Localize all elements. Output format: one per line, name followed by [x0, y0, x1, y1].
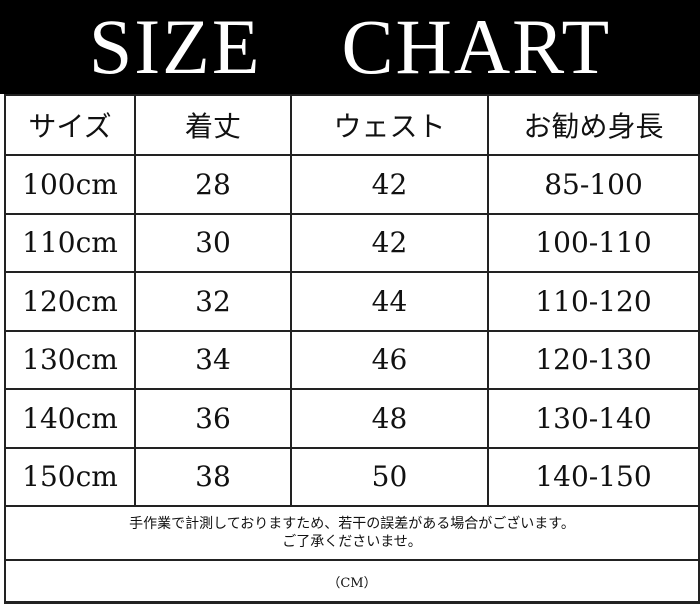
- cell-height: 130-140: [487, 388, 700, 449]
- cell-waist: 50: [290, 446, 489, 507]
- cell-waist: 48: [290, 388, 489, 449]
- cell-height: 100-110: [487, 212, 700, 273]
- cell-length: 30: [134, 212, 292, 273]
- cell-size: 130cm: [4, 329, 136, 390]
- cell-size: 150cm: [4, 446, 136, 507]
- table-row: 110cm 30 42 100-110: [4, 212, 700, 273]
- cell-height: 110-120: [487, 271, 700, 332]
- size-table: サイズ 着丈 ウェスト お勧め身長 100cm 28 42 85-100 110cm 30…: [4, 94, 700, 604]
- cell-size: 140cm: [4, 388, 136, 449]
- cell-waist: 42: [290, 154, 489, 215]
- table-row: 130cm 34 46 120-130: [4, 329, 700, 390]
- note-line-2: ご了承くださいませ。: [282, 534, 422, 550]
- cell-size: 110cm: [4, 212, 136, 273]
- cell-length: 32: [134, 271, 292, 332]
- table-row: 120cm 32 44 110-120: [4, 271, 700, 332]
- unit-row: （CM）: [4, 559, 700, 604]
- unit-label: （CM）: [4, 559, 700, 604]
- cell-size: 100cm: [4, 154, 136, 215]
- cell-height: 120-130: [487, 329, 700, 390]
- cell-length: 34: [134, 329, 292, 390]
- cell-waist: 42: [290, 212, 489, 273]
- table-row: 140cm 36 48 130-140: [4, 388, 700, 449]
- cell-length: 36: [134, 388, 292, 449]
- note-row: 手作業で計測しておりますため、若干の誤差がある場合がございます。 ご了承くださいま…: [4, 505, 700, 561]
- cell-height: 140-150: [487, 446, 700, 507]
- cell-length: 28: [134, 154, 292, 215]
- header-length: 着丈: [134, 94, 292, 156]
- size-chart-title: SIZE CHART: [0, 0, 700, 94]
- measurement-note: 手作業で計測しておりますため、若干の誤差がある場合がございます。 ご了承くださいま…: [4, 505, 700, 561]
- table-row: 150cm 38 50 140-150: [4, 446, 700, 507]
- cell-length: 38: [134, 446, 292, 507]
- cell-size: 120cm: [4, 271, 136, 332]
- note-line-1: 手作業で計測しておりますため、若干の誤差がある場合がございます。: [129, 516, 575, 532]
- cell-waist: 44: [290, 271, 489, 332]
- header-waist: ウェスト: [290, 94, 489, 156]
- cell-waist: 46: [290, 329, 489, 390]
- cell-height: 85-100: [487, 154, 700, 215]
- table-header-row: サイズ 着丈 ウェスト お勧め身長: [4, 94, 700, 156]
- table-row: 100cm 28 42 85-100: [4, 154, 700, 215]
- header-size: サイズ: [4, 94, 136, 156]
- header-height: お勧め身長: [487, 94, 700, 156]
